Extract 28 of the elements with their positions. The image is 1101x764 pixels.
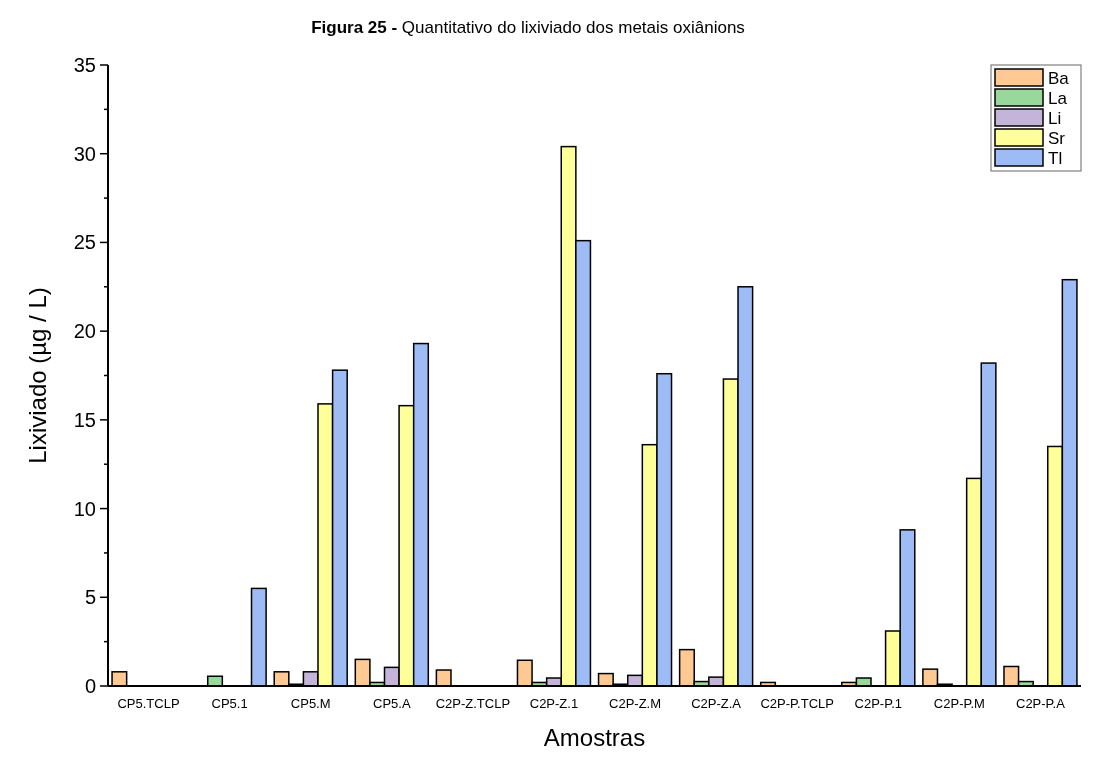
legend-label: La	[1048, 88, 1068, 108]
y-tick-label: 15	[73, 408, 96, 431]
y-tick-label: 30	[73, 142, 96, 165]
x-tick-label: C2P-Z.M	[609, 696, 662, 711]
legend-label: Sr	[1048, 128, 1066, 148]
y-tick-label: 35	[73, 54, 96, 76]
y-tick-label: 20	[73, 320, 96, 343]
x-tick-label: C2P-Z.A	[691, 696, 742, 711]
x-axis-title: Amostras	[543, 724, 646, 751]
x-tick-label: C2P-Z.TCLP	[435, 696, 511, 711]
legend-label: Tl	[1048, 148, 1063, 168]
chart-title: Figura 25 - Quantitativo do lixiviado dos metais oxiânions	[311, 18, 745, 37]
x-tick-label: CP5.M	[290, 696, 331, 711]
x-tick-label: CP5.TCLP	[117, 696, 180, 711]
x-tick-label: C2P-P.1	[854, 696, 903, 711]
x-tick-label: C2P-Z.1	[529, 696, 579, 711]
legend-label: Li	[1048, 108, 1062, 128]
y-tick-label: 0	[84, 675, 96, 697]
y-tick-label: 25	[73, 231, 96, 254]
x-tick-label: C2P-P.M	[933, 696, 985, 711]
y-tick-label: 10	[73, 497, 96, 520]
legend-label: Ba	[1048, 68, 1070, 88]
y-axis-title: Lixiviado (µg / L)	[24, 287, 51, 464]
x-tick-label: C2P-P.A	[1016, 696, 1066, 711]
x-tick-label: CP5.A	[373, 696, 411, 711]
x-tick-label: CP5.1	[211, 696, 248, 711]
y-tick-label: 5	[84, 586, 96, 609]
x-tick-label: C2P-P.TCLP	[760, 696, 834, 711]
